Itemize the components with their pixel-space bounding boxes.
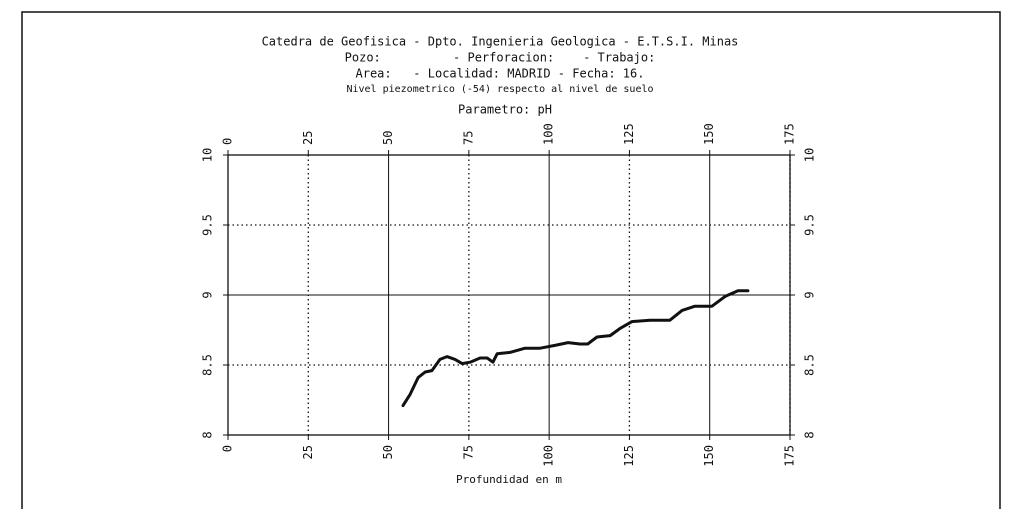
y-tick-label: 9.5 [201,214,215,236]
header-line: Pozo: - Perforacion: - Trabajo: [345,51,656,65]
frame [21,11,1001,509]
x-tick-label: 75 [461,131,475,145]
y-tick-label: 10 [201,148,215,162]
x-tick-label: 125 [622,123,636,145]
y-tick-label: 9 [803,291,817,298]
header-line: Nivel piezometrico (-54) respecto al niv… [346,84,653,95]
y-tick-label: 9.5 [803,214,817,236]
x-axis-label: Profundidad en m [456,473,562,486]
x-tick-label: 75 [461,445,475,459]
x-tick-label: 100 [542,445,556,467]
x-tick-label: 175 [783,445,797,467]
chart-title: Parametro: pH [458,103,552,117]
header-line: Area: - Localidad: MADRID - Fecha: 16. [356,67,645,81]
x-tick-label: 150 [702,445,716,467]
data-line [401,289,750,408]
y-tick-label: 10 [803,148,817,162]
x-tick-label: 25 [301,445,315,459]
x-tick-label: 25 [301,131,315,145]
x-tick-label: 100 [542,123,556,145]
y-tick-label: 8.5 [201,354,215,376]
y-tick-label: 9 [201,291,215,298]
x-tick-label: 175 [783,123,797,145]
x-tick-label: 0 [221,138,235,145]
y-tick-label: 8.5 [803,354,817,376]
x-tick-label: 50 [381,445,395,459]
header-line: Catedra de Geofisica - Dpto. Ingenieria … [262,35,739,49]
x-tick-label: 50 [381,131,395,145]
y-tick-label: 8 [201,431,215,438]
x-tick-label: 150 [702,123,716,145]
x-tick-label: 0 [221,445,235,452]
x-tick-label: 125 [622,445,636,467]
y-tick-label: 8 [803,431,817,438]
